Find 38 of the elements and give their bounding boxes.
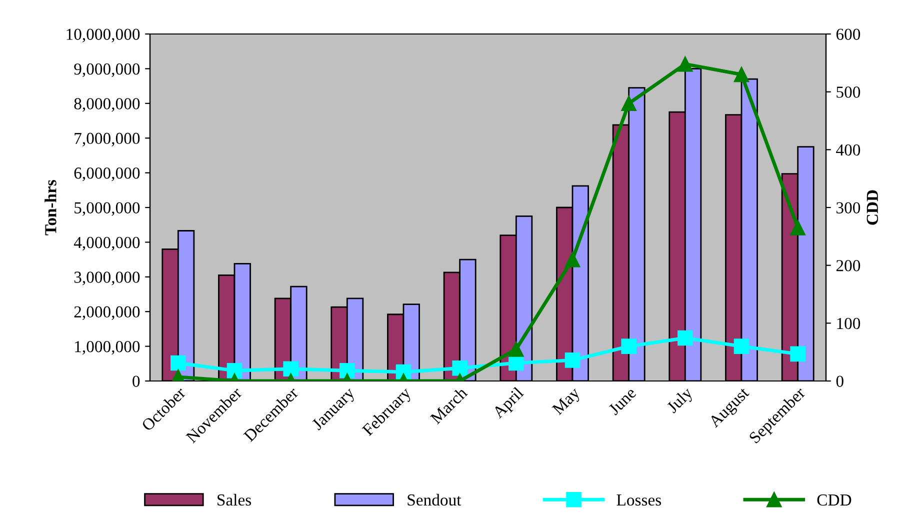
point bbox=[790, 346, 806, 362]
y-tick-label: 3,000,000 bbox=[74, 272, 140, 286]
point bbox=[621, 338, 636, 354]
y-tick-label: 8,000,000 bbox=[74, 98, 140, 112]
y-tick-label: 4,000,000 bbox=[74, 236, 140, 251]
legend-label: Sendout bbox=[408, 494, 462, 506]
y-tick-label: 10,000,000 bbox=[66, 28, 140, 42]
point bbox=[283, 361, 298, 376]
y2-axis-title: CDD bbox=[866, 190, 878, 225]
y-tick-label: 7,000,000 bbox=[74, 132, 140, 146]
y-tick-label: 1,000,000 bbox=[75, 341, 140, 355]
y2-tick-label: 400 bbox=[836, 144, 860, 156]
y-tick-label: 9,000,000 bbox=[74, 63, 140, 78]
point bbox=[508, 355, 524, 371]
x-tick-label: May bbox=[552, 386, 584, 418]
y2-tick-label: 300 bbox=[836, 202, 860, 214]
point bbox=[678, 330, 693, 346]
legend-label: Losses bbox=[616, 494, 662, 506]
point bbox=[452, 360, 468, 376]
point bbox=[226, 362, 242, 378]
legend-label: Sales bbox=[218, 494, 252, 506]
y2-tick-label: 100 bbox=[837, 318, 860, 330]
point bbox=[170, 355, 186, 371]
y2-tick-label: 600 bbox=[836, 28, 860, 40]
x-tick-label: July bbox=[666, 386, 696, 416]
y2-tick-label: 200 bbox=[836, 260, 860, 272]
point bbox=[340, 362, 355, 378]
y2-tick-label: 0 bbox=[836, 376, 844, 387]
point bbox=[564, 352, 580, 368]
x-tick-label: June bbox=[608, 386, 637, 416]
y-tick-label: 2,000,000 bbox=[74, 306, 140, 320]
point bbox=[734, 338, 750, 354]
y-tick-label: 5,000,000 bbox=[74, 202, 140, 216]
y-tick-label: 0 bbox=[132, 376, 140, 387]
y2-tick-label: 500 bbox=[836, 86, 860, 98]
y-axis-title: Ton-hrs bbox=[44, 180, 56, 236]
legend-label: CDD bbox=[817, 494, 852, 506]
y-tick-label: 6,000,000 bbox=[74, 168, 140, 182]
